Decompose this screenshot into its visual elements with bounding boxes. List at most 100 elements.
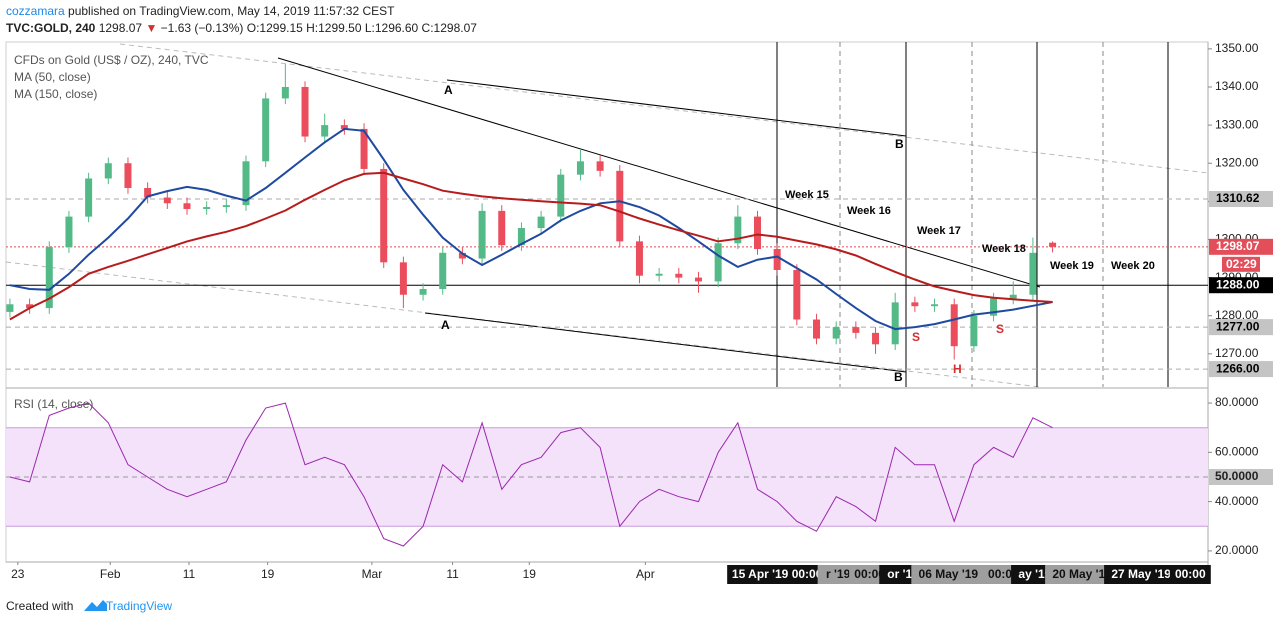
rsi-mid-box [1209, 468, 1273, 485]
logo-icon [84, 600, 107, 611]
candle-body [458, 252, 466, 259]
candle-body [85, 178, 93, 217]
candle-body [596, 161, 604, 171]
candle-body [891, 302, 899, 345]
candle-body [183, 203, 191, 209]
time-box [1104, 565, 1179, 584]
rsi-line [9, 402, 1053, 547]
candle-body [852, 327, 860, 333]
price-label-box [1209, 319, 1273, 336]
price-label: 1288.00 [1216, 277, 1260, 291]
candle-body [340, 125, 348, 129]
trend-line [277, 57, 1041, 288]
time-box-label: 00:00 [854, 567, 885, 581]
last-price: 1298.07 [99, 21, 143, 35]
candle-body [203, 207, 211, 209]
candle-body [26, 304, 34, 309]
candle-body [970, 315, 978, 347]
rsi-tick-label: 20.0000 [1215, 543, 1259, 557]
footer-brand: TradingView [106, 599, 172, 613]
candle-body [1029, 252, 1037, 295]
header-line-1: cozzamara published on TradingView.com, … [6, 4, 395, 18]
rsi-tick-label: 40.0000 [1215, 494, 1259, 508]
change: −1.63 (−0.13%) [161, 21, 244, 35]
week-label: Week 15 [785, 189, 829, 201]
week-label: Week 20 [1111, 260, 1155, 272]
candle-body [360, 128, 368, 169]
y-tick-label: 1330.00 [1215, 117, 1259, 131]
candle-body [1009, 294, 1017, 299]
candle-body [399, 262, 407, 295]
time-box [1045, 565, 1120, 584]
candle-body [380, 168, 388, 263]
time-box-label: 15 Apr '19 00:00 [732, 567, 823, 581]
y-tick-label: 1270.00 [1215, 346, 1259, 360]
candle-body [498, 210, 506, 246]
time-box-label: or '19 [887, 567, 919, 581]
price-label: 1277.00 [1216, 319, 1260, 333]
time-box-label: r '19 [826, 567, 851, 581]
time-box-label: 06 May '19 [919, 567, 979, 581]
candle-body [557, 174, 565, 217]
candle-body [734, 216, 742, 244]
x-tick-label: 19 [261, 567, 275, 581]
tradingview-logo [84, 600, 107, 611]
x-tick-label: Feb [100, 567, 121, 581]
symbol: TVC:GOLD, 240 [6, 21, 96, 35]
candle-body [281, 86, 289, 99]
moving-average [9, 127, 1053, 331]
header-line-2: TVC:GOLD, 240 1298.07 ▼ −1.63 (−0.13%) O… [6, 21, 477, 35]
x-tick-label: 19 [523, 567, 537, 581]
x-tick-label: 23 [11, 567, 25, 581]
annotations: A A B B Week 15 Week 16 Week 17 Week 18 … [441, 83, 1155, 384]
y-tick-label: 1280.00 [1215, 308, 1259, 322]
y-tick-label: 1320.00 [1215, 155, 1259, 169]
week-label: Week 17 [917, 225, 961, 237]
candle-body [931, 304, 939, 307]
candle-body [65, 216, 73, 248]
trend-line [424, 312, 907, 373]
candle-body [242, 161, 250, 206]
time-box-label: 00:00 [1175, 567, 1206, 581]
price-label: 1266.00 [1216, 361, 1260, 375]
time-box-label: 27 May '19 [1111, 567, 1171, 581]
candle-body [1049, 242, 1057, 247]
candle-body [537, 216, 545, 229]
author: cozzamara [6, 4, 65, 18]
price-label-box [1209, 190, 1273, 207]
time-box-label: ay '19 [1018, 567, 1051, 581]
candle-body [163, 197, 171, 204]
rsi-title: RSI (14, close) [14, 397, 93, 411]
legend-entry: MA (150, close) [14, 87, 97, 101]
price-label-box [1209, 238, 1273, 255]
candle-body [222, 205, 230, 208]
candle-body [45, 247, 53, 309]
candle-body [911, 302, 919, 307]
x-tick-label: Apr [636, 567, 655, 581]
week-label: Week 18 [982, 243, 1026, 255]
pattern-label: S [912, 330, 920, 344]
price-label-box [1209, 361, 1273, 378]
y-tick-label: 1350.00 [1215, 41, 1259, 55]
change-arrow: ▼ [145, 21, 157, 35]
candle-body [832, 327, 840, 339]
candle-body [872, 332, 880, 345]
candle-body [419, 289, 427, 295]
candle-body [6, 304, 14, 312]
candle-body [793, 269, 801, 320]
price-label: 1298.07 [1216, 239, 1260, 253]
candle-body [301, 86, 309, 137]
candle-body [144, 188, 152, 198]
time-box [911, 565, 986, 584]
annotation: A [441, 318, 450, 332]
candle-body [813, 319, 821, 339]
candle-body [694, 277, 702, 282]
candle-body [262, 98, 270, 162]
x-tick-label: Mar [362, 567, 383, 581]
x-tick-label: 11 [183, 567, 196, 581]
pattern-label: H [953, 362, 962, 376]
candle-body [753, 216, 761, 249]
channel-dashed [5, 261, 1041, 388]
annotation: B [894, 370, 903, 384]
